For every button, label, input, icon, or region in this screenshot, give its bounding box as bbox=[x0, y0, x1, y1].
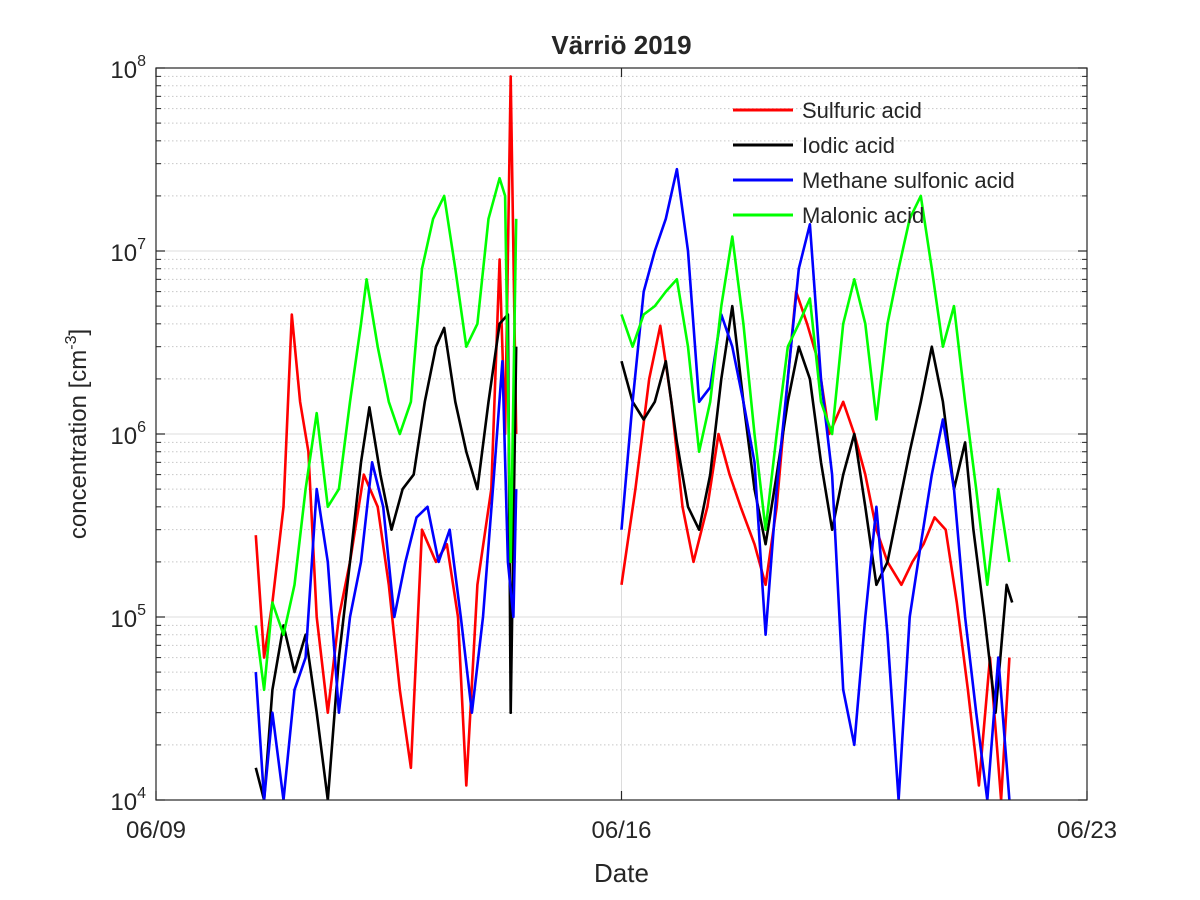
y-axis-label-end: ] bbox=[65, 329, 92, 336]
series-line-methane-sulfonic-acid bbox=[254, 359, 518, 800]
x-tick-label: 06/16 bbox=[591, 817, 651, 844]
y-tick-label-base: 10 bbox=[110, 57, 137, 84]
y-axis-label-main: concentration [cm bbox=[65, 350, 92, 539]
y-tick-label-base: 10 bbox=[110, 423, 137, 450]
y-tick-label: 106 bbox=[110, 419, 146, 450]
legend-label-malonic-acid: Malonic acid bbox=[802, 203, 924, 228]
x-tick-label: 06/09 bbox=[126, 817, 186, 844]
y-tick-label-exponent: 6 bbox=[137, 419, 146, 436]
chart-title: Värriö 2019 bbox=[551, 30, 691, 60]
y-tick-label: 104 bbox=[110, 785, 146, 816]
x-tick-label: 06/23 bbox=[1057, 817, 1117, 844]
y-tick-label-base: 10 bbox=[110, 606, 137, 633]
legend-label-sulfuric-acid: Sulfuric acid bbox=[802, 98, 922, 123]
series-line-methane-sulfonic-acid bbox=[620, 167, 1011, 800]
series-line-sulfuric-acid bbox=[620, 290, 1011, 800]
y-tick-label-base: 10 bbox=[110, 789, 137, 816]
y-axis-label-exponent: -3 bbox=[63, 335, 80, 349]
y-tick-label-exponent: 5 bbox=[137, 602, 146, 619]
y-tick-label: 105 bbox=[110, 602, 146, 633]
y-tick-label-base: 10 bbox=[110, 240, 137, 267]
legend: Sulfuric acid Iodic acid Methane sulfonic … bbox=[733, 98, 1015, 228]
x-axis-label: Date bbox=[594, 858, 649, 888]
y-tick-label: 107 bbox=[110, 236, 146, 267]
legend-label-methane-sulfonic-acid: Methane sulfonic acid bbox=[802, 168, 1015, 193]
series-line-malonic-acid bbox=[254, 176, 518, 692]
y-tick-label: 108 bbox=[110, 53, 146, 84]
series-line-malonic-acid bbox=[620, 194, 1011, 587]
y-tick-label-exponent: 7 bbox=[137, 236, 146, 253]
legend-label-iodic-acid: Iodic acid bbox=[802, 133, 895, 158]
y-tick-label-exponent: 8 bbox=[137, 53, 146, 70]
series-line-iodic-acid bbox=[254, 313, 518, 800]
y-tick-label-exponent: 4 bbox=[137, 785, 146, 802]
y-axis-label: concentration [cm-3] bbox=[63, 329, 92, 539]
series-line-sulfuric-acid bbox=[254, 75, 518, 787]
series-layer bbox=[254, 75, 1014, 800]
